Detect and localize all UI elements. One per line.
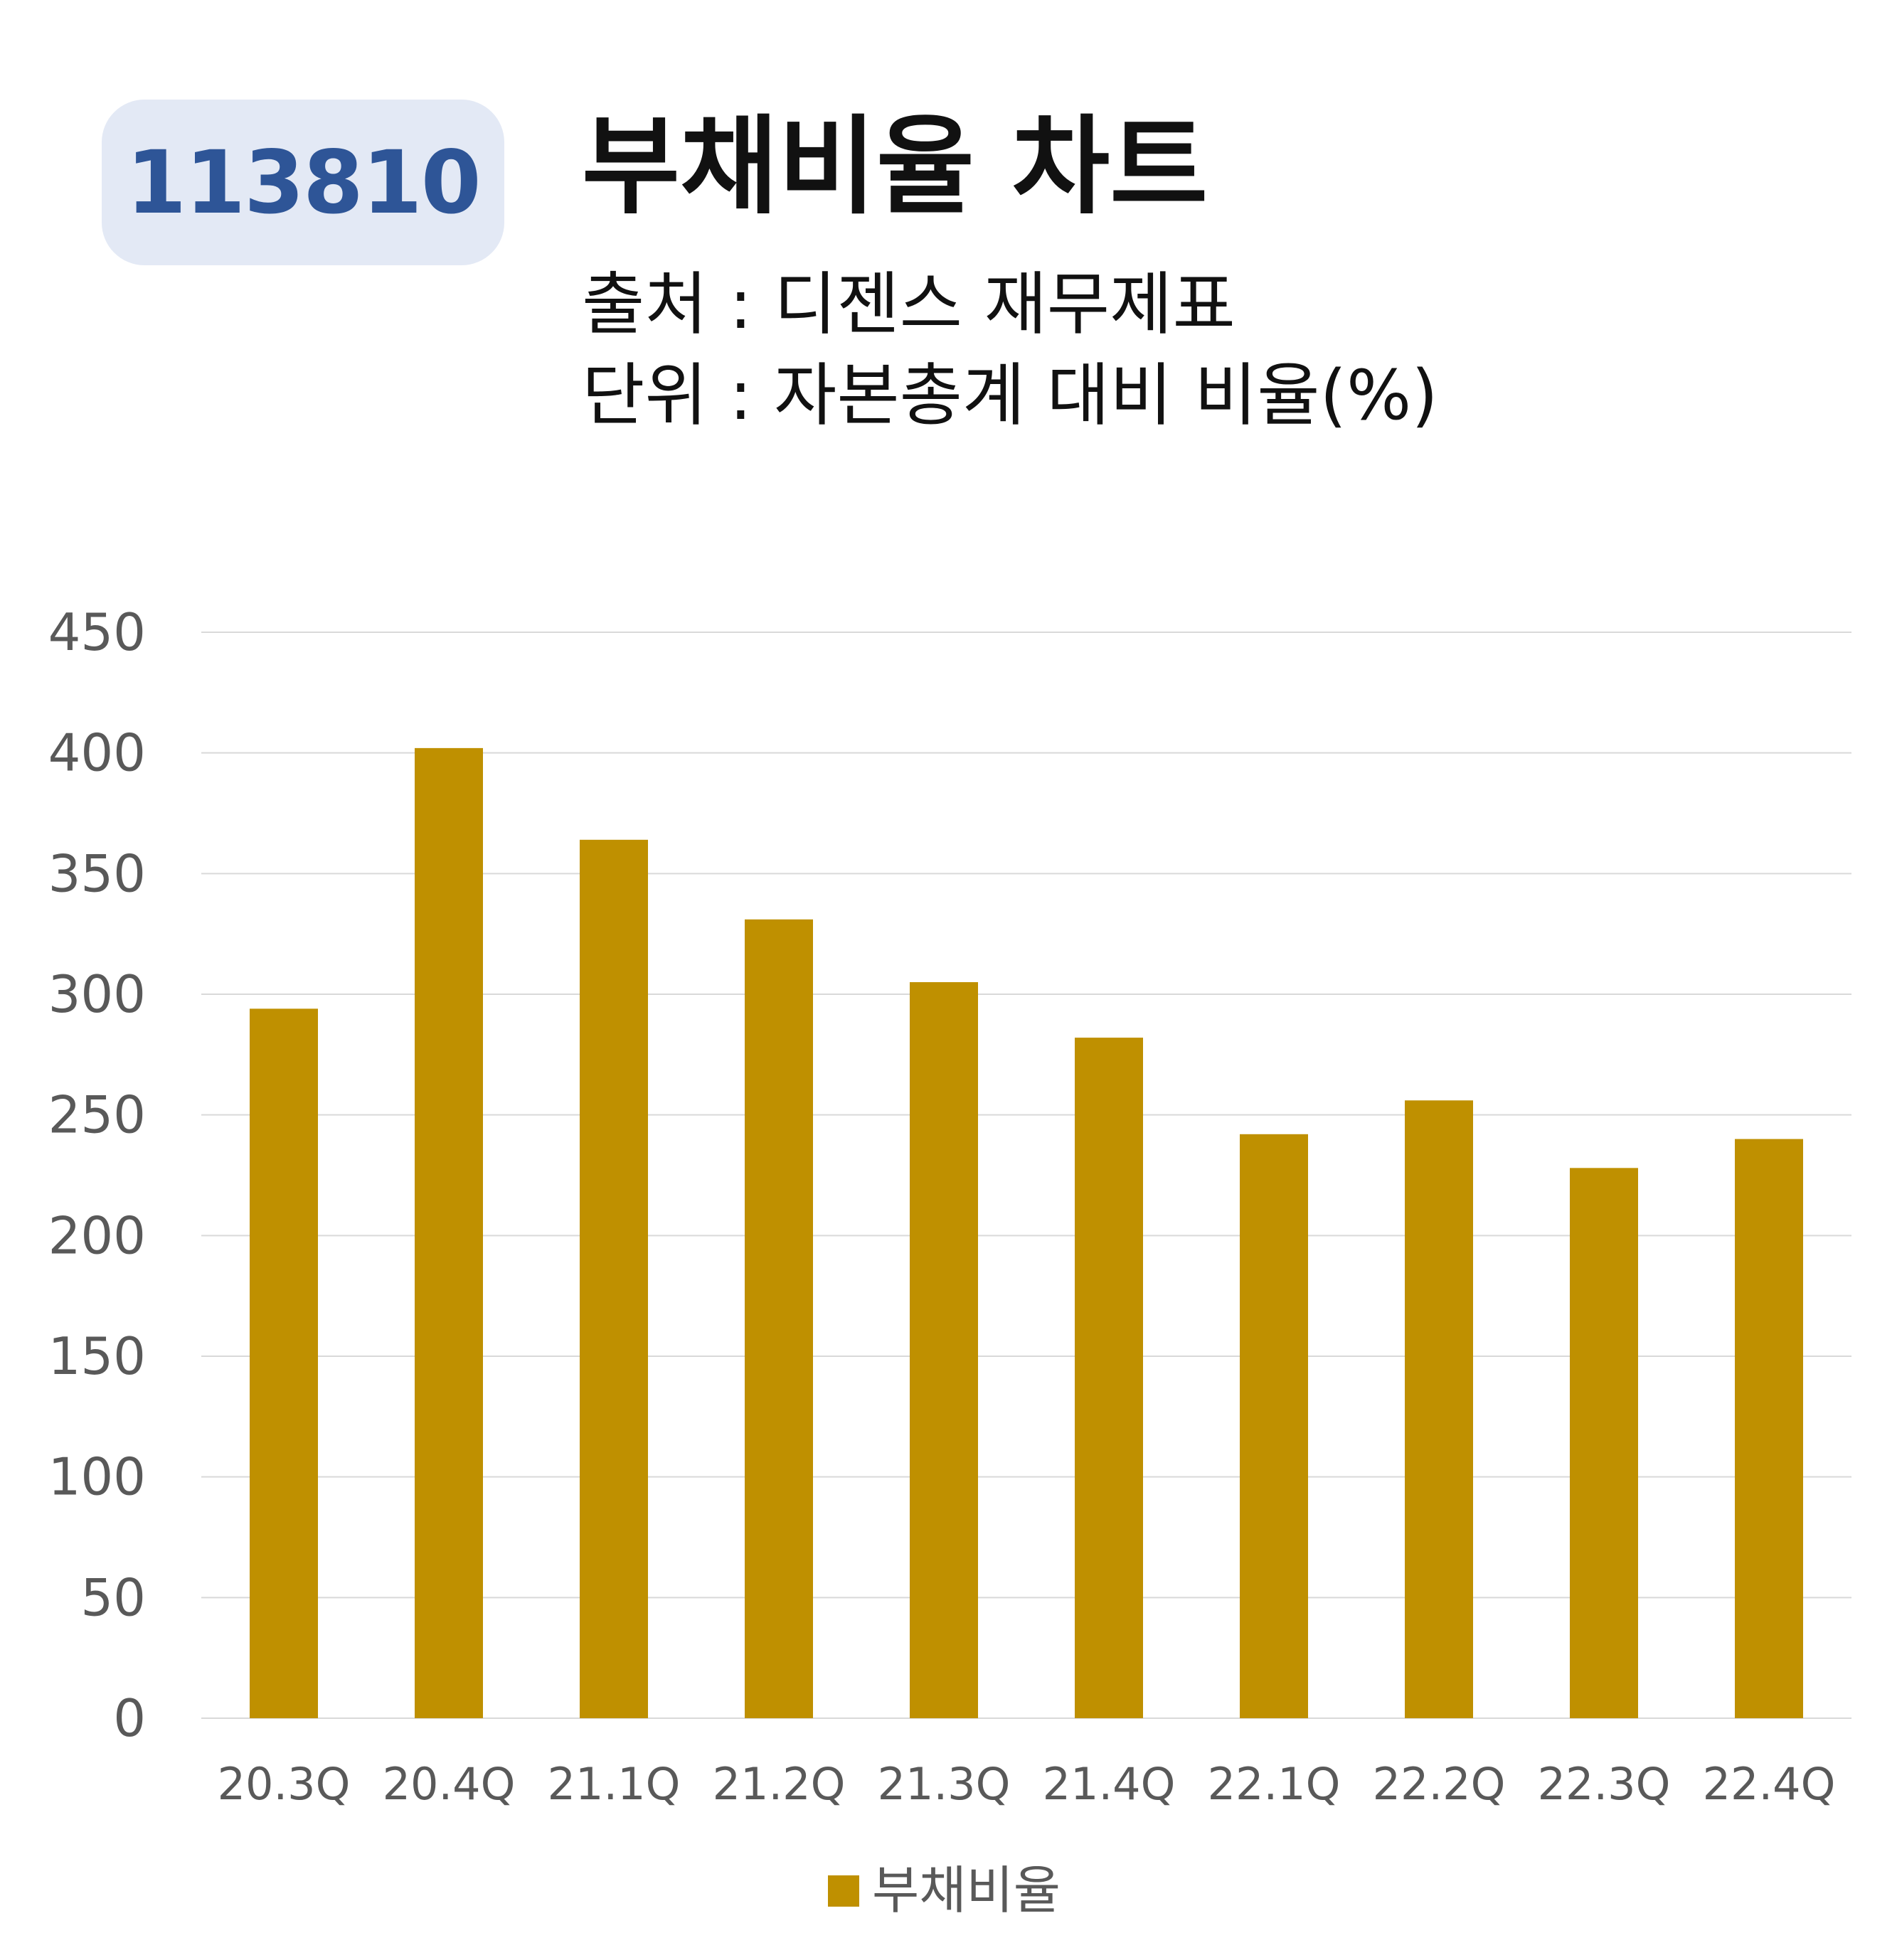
x-tick-label: 21.2Q [713, 1758, 846, 1810]
y-tick-label: 0 [113, 1688, 146, 1748]
bar-21.2Q [745, 919, 813, 1718]
y-tick-label: 100 [48, 1447, 146, 1507]
bar-22.2Q [1405, 1100, 1473, 1718]
stock-code: 113810 [126, 132, 481, 233]
bar-21.3Q [910, 982, 978, 1718]
bar-20.4Q [415, 747, 483, 1718]
y-tick-label: 150 [48, 1326, 146, 1386]
y-tick-label: 250 [48, 1085, 146, 1145]
x-tick-label: 22.1Q [1208, 1758, 1341, 1810]
legend-swatch [828, 1875, 859, 1907]
x-tick-label: 22.3Q [1538, 1758, 1671, 1810]
bars [250, 747, 1803, 1718]
x-tick-label: 20.4Q [383, 1758, 516, 1810]
y-axis-ticks: 0 50 100 150 200 250 300 350 400 450 [48, 602, 146, 1748]
bar-22.1Q [1240, 1134, 1308, 1718]
y-tick-label: 200 [48, 1205, 146, 1265]
bar-22.3Q [1570, 1168, 1638, 1718]
stock-code-badge: 113810 [102, 100, 504, 265]
bar-20.3Q [250, 1008, 318, 1718]
chart-title: 부채비율 차트 [582, 105, 1208, 229]
legend: 부채비율 [828, 1860, 1061, 1920]
source-note: 출처 : 디젠스 재무제표 [582, 265, 1236, 344]
bar-22.4Q [1735, 1139, 1803, 1718]
y-tick-label: 450 [48, 602, 146, 662]
bar-21.4Q [1075, 1038, 1143, 1718]
x-tick-label: 21.1Q [548, 1758, 681, 1810]
x-tick-label: 22.4Q [1703, 1758, 1836, 1810]
x-axis-ticks: 20.3Q 20.4Q 21.1Q 21.2Q 21.3Q 21.4Q 22.1Q 22.2Q… [218, 1758, 1836, 1810]
x-tick-label: 20.3Q [218, 1758, 351, 1810]
bar-21.1Q [580, 839, 648, 1718]
y-tick-label: 400 [48, 723, 146, 783]
x-tick-label: 21.3Q [878, 1758, 1011, 1810]
y-tick-label: 50 [80, 1567, 146, 1627]
x-tick-label: 22.2Q [1373, 1758, 1506, 1810]
unit-note: 단위 : 자본총계 대비 비율(%) [582, 356, 1438, 435]
y-tick-label: 350 [48, 843, 146, 903]
x-tick-label: 21.4Q [1043, 1758, 1176, 1810]
y-tick-label: 300 [48, 964, 146, 1024]
legend-label: 부채비율 [872, 1860, 1061, 1920]
